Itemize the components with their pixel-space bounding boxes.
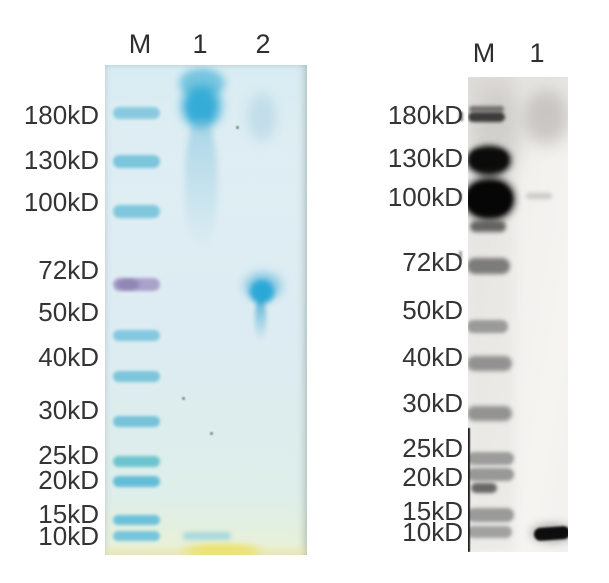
blot-lane1-10kD-band — [533, 525, 568, 542]
speck — [236, 126, 239, 129]
blot-marker-72kD — [468, 258, 510, 274]
mw-label-25kD: 25kD — [402, 433, 463, 463]
lane-label-M: M — [472, 38, 496, 68]
blot-marker-extra-band — [471, 483, 497, 493]
mw-label-72kD: 72kD — [402, 247, 463, 277]
marker-band-15kD — [113, 515, 160, 525]
blot-marker-sub-band — [470, 221, 506, 232]
blot-marker-50kD — [468, 320, 508, 333]
speck — [459, 112, 463, 121]
marker-band-130kD — [113, 155, 160, 168]
marker-band-180kD — [113, 107, 160, 119]
marker-band-50kD — [113, 330, 160, 341]
speck — [210, 432, 213, 435]
dye-front-yellow — [178, 543, 266, 555]
lane2-band-tail — [255, 298, 266, 340]
mw-label-130kD: 130kD — [387, 143, 463, 173]
lane2-top-smudge — [245, 90, 279, 144]
marker-band-25kD — [113, 456, 160, 467]
marker-band-40kD — [113, 371, 160, 382]
blot-marker-25kD — [468, 452, 514, 465]
marker-band-20kD — [113, 476, 160, 487]
blot-marker-15kD — [468, 508, 514, 522]
blot-marker-20kD — [468, 468, 514, 481]
marker-band-100kD — [113, 205, 160, 218]
gel-image-western-blot — [468, 77, 568, 552]
speck — [182, 397, 185, 400]
mw-label-15kD: 15kD — [402, 496, 463, 526]
lane-label-1: 1 — [529, 38, 545, 68]
speck — [459, 193, 462, 201]
blot-marker-100kD-core — [468, 183, 512, 215]
marker-band-10kD — [113, 531, 160, 541]
marker-band-72kD-dark-spot — [115, 278, 141, 291]
blot-marker-130kD-core — [469, 150, 508, 169]
blot-marker-180kD — [469, 106, 504, 112]
blot-lane1-smear — [520, 86, 568, 148]
mw-label-10kD: 10kD — [402, 517, 463, 547]
gel-image-sds-page — [105, 65, 307, 555]
blot-marker-180kD — [468, 112, 505, 122]
lane1-10kD-faint-band — [183, 532, 231, 540]
marker-band-30kD — [113, 416, 160, 427]
blot-marker-10kD — [468, 526, 512, 538]
speck — [459, 251, 462, 260]
mw-label-40kD: 40kD — [402, 342, 463, 372]
blot-marker-30kD — [468, 406, 512, 421]
mw-label-30kD: 30kD — [402, 388, 463, 418]
mw-label-50kD: 50kD — [402, 295, 463, 325]
mw-label-180kD: 180kD — [387, 100, 463, 130]
lane1-smear-tail — [185, 118, 217, 248]
blot-marker-40kD — [468, 356, 512, 371]
mw-label-20kD: 20kD — [402, 462, 463, 492]
blot-lane1-faint-band — [526, 193, 552, 199]
blot-edge-line — [468, 428, 470, 552]
dye-front — [105, 548, 307, 555]
mw-label-100kD: 100kD — [387, 182, 463, 212]
